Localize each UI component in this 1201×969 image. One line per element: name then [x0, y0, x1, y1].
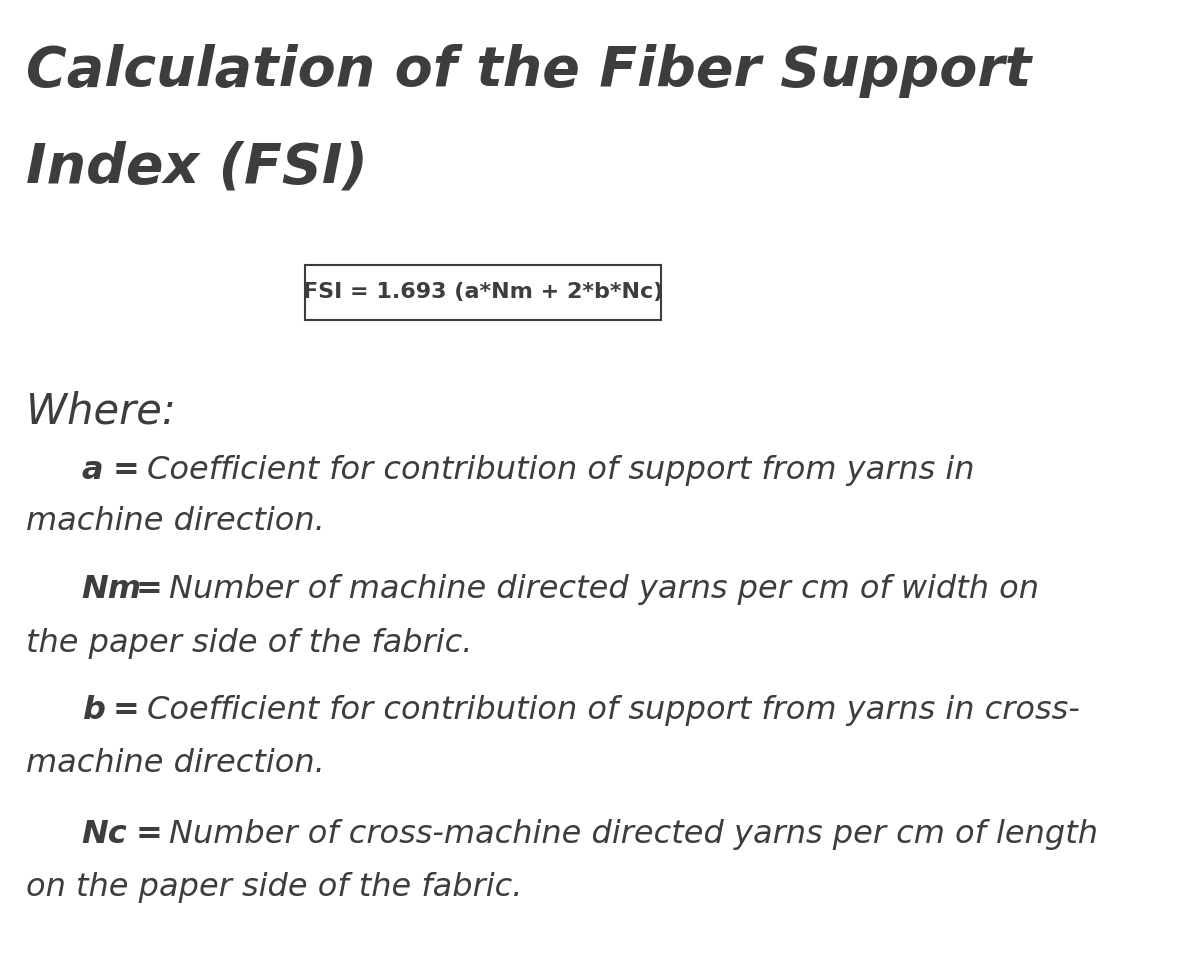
Text: machine direction.: machine direction.: [26, 748, 325, 779]
Text: Number of machine directed yarns per cm of width on: Number of machine directed yarns per cm …: [169, 574, 1039, 605]
Text: Nc: Nc: [82, 819, 127, 850]
Text: on the paper side of the fabric.: on the paper side of the fabric.: [26, 872, 522, 903]
Text: FSI = 1.693 (a*Nm + 2*b*Nc): FSI = 1.693 (a*Nm + 2*b*Nc): [303, 282, 663, 302]
Text: Where:: Where:: [26, 391, 177, 432]
Text: a: a: [82, 455, 103, 486]
Text: Nm: Nm: [82, 574, 142, 605]
Text: =: =: [136, 819, 162, 850]
Text: Number of cross-machine directed yarns per cm of length: Number of cross-machine directed yarns p…: [169, 819, 1099, 850]
Text: Coefficient for contribution of support from yarns in: Coefficient for contribution of support …: [147, 455, 974, 486]
Text: Coefficient for contribution of support from yarns in cross-: Coefficient for contribution of support …: [147, 695, 1080, 726]
Text: =: =: [113, 695, 139, 726]
Text: =: =: [136, 574, 162, 605]
Text: Calculation of the Fiber Support: Calculation of the Fiber Support: [26, 44, 1032, 98]
Text: Index (FSI): Index (FSI): [26, 141, 369, 195]
Text: the paper side of the fabric.: the paper side of the fabric.: [26, 628, 473, 659]
Text: b: b: [82, 695, 104, 726]
Text: machine direction.: machine direction.: [26, 506, 325, 537]
Text: =: =: [113, 455, 139, 486]
